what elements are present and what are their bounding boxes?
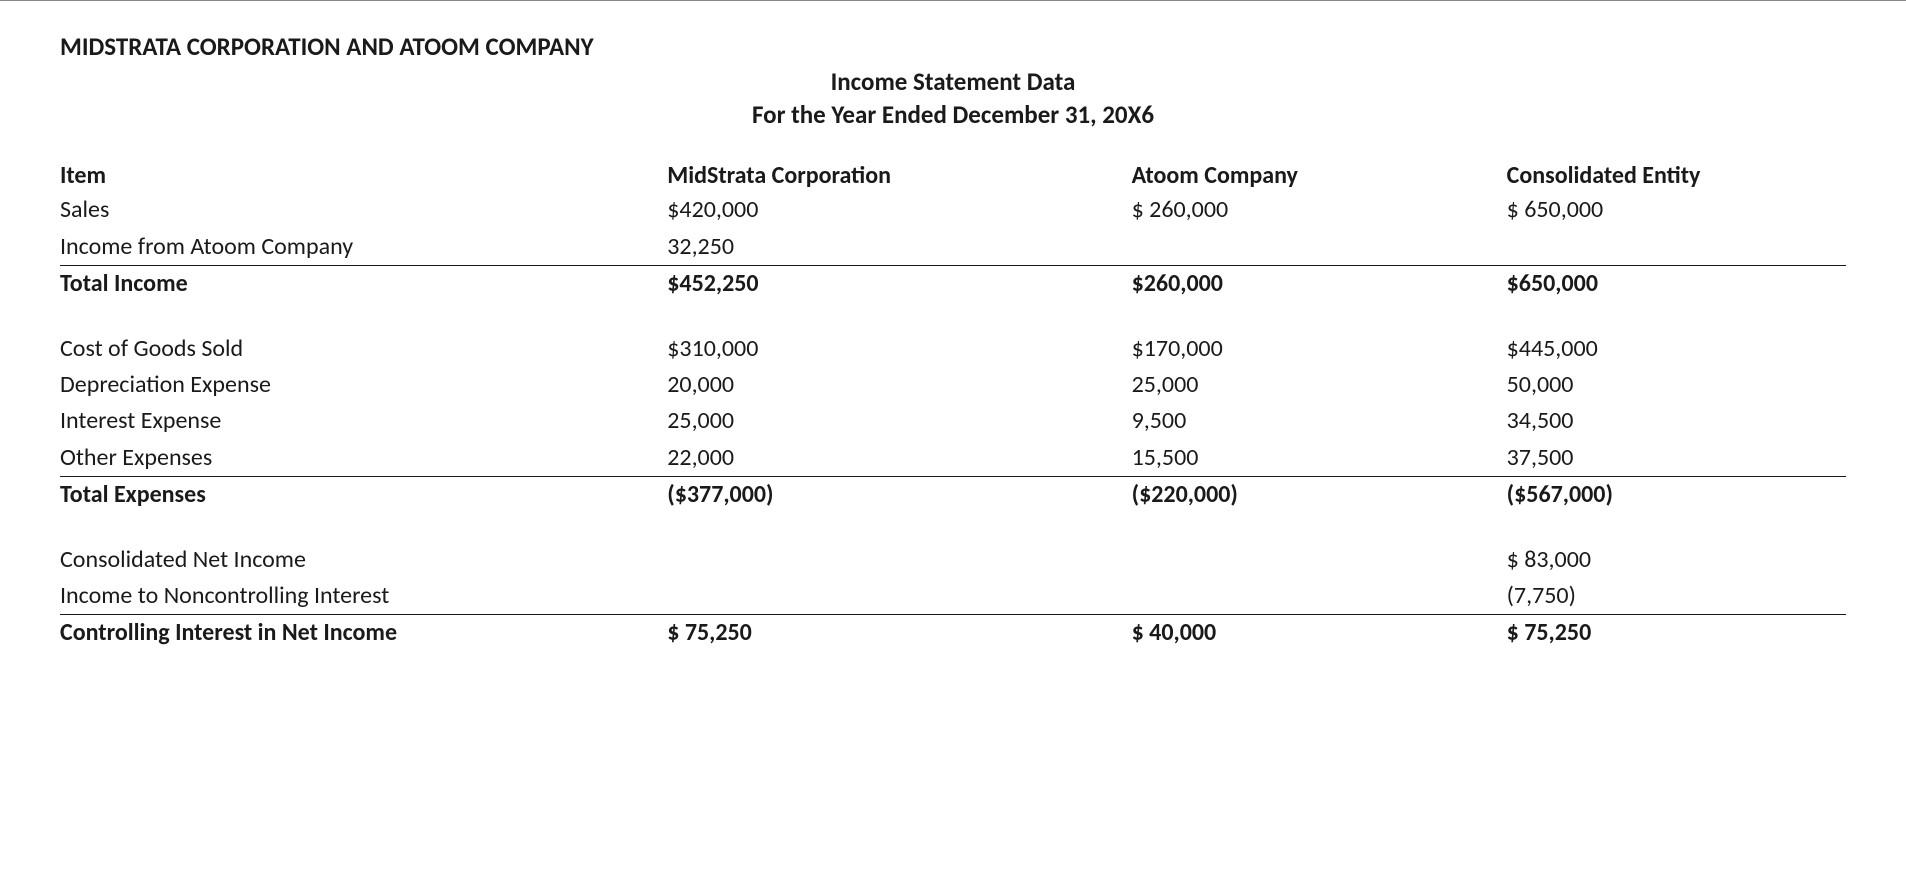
- col-header-midstrata: MidStrata Corporation: [667, 158, 1131, 192]
- row-label: Income from Atoom Company: [60, 229, 667, 266]
- cell-value: $420,000: [667, 192, 1131, 228]
- table-row-total: Total Income $452,250 $260,000 $650,000: [60, 266, 1846, 303]
- cell-value: 20,000: [667, 367, 1131, 403]
- table-row: Income from Atoom Company 32,250: [60, 229, 1846, 266]
- cell-value: 32,250: [667, 229, 1131, 266]
- col-header-item: Item: [60, 158, 667, 192]
- cell-value: 25,000: [1132, 367, 1507, 403]
- cell-value: ($220,000): [1132, 477, 1507, 514]
- row-label: Consolidated Net Income: [60, 542, 667, 578]
- row-label: Interest Expense: [60, 403, 667, 439]
- row-label: Depreciation Expense: [60, 367, 667, 403]
- cell-value: 25,000: [667, 403, 1131, 439]
- cell-value: $ 40,000: [1132, 615, 1507, 652]
- cell-value: 37,500: [1507, 440, 1846, 477]
- table-row: Interest Expense 25,000 9,500 34,500: [60, 403, 1846, 439]
- column-header-row: Item MidStrata Corporation Atoom Company…: [60, 158, 1846, 192]
- cell-value: 15,500: [1132, 440, 1507, 477]
- table-row-total: Total Expenses ($377,000) ($220,000) ($5…: [60, 477, 1846, 514]
- cell-value: $260,000: [1132, 266, 1507, 303]
- row-label: Controlling Interest in Net Income: [60, 615, 667, 652]
- cell-value: (7,750): [1507, 578, 1846, 615]
- spacer-row: [60, 303, 1846, 331]
- report-title: MIDSTRATA CORPORATION AND ATOOM COMPANY: [60, 31, 1846, 62]
- cell-value: [1132, 229, 1507, 266]
- cell-value: $ 260,000: [1132, 192, 1507, 228]
- cell-value: 34,500: [1507, 403, 1846, 439]
- row-label: Cost of Goods Sold: [60, 331, 667, 367]
- cell-value: $170,000: [1132, 331, 1507, 367]
- cell-value: $ 83,000: [1507, 542, 1846, 578]
- cell-value: ($377,000): [667, 477, 1131, 514]
- cell-value: [1132, 578, 1507, 615]
- col-header-atoom: Atoom Company: [1132, 158, 1507, 192]
- table-row: Income to Noncontrolling Interest (7,750…: [60, 578, 1846, 615]
- cell-value: 22,000: [667, 440, 1131, 477]
- cell-value: 9,500: [1132, 403, 1507, 439]
- report-subtitle: Income Statement Data: [60, 66, 1846, 97]
- cell-value: [1132, 542, 1507, 578]
- cell-value: $ 75,250: [667, 615, 1131, 652]
- cell-value: [1507, 229, 1846, 266]
- cell-value: [667, 542, 1131, 578]
- row-label: Income to Noncontrolling Interest: [60, 578, 667, 615]
- cell-value: $ 650,000: [1507, 192, 1846, 228]
- cell-value: 50,000: [1507, 367, 1846, 403]
- row-label: Total Expenses: [60, 477, 667, 514]
- cell-value: [667, 578, 1131, 615]
- cell-value: $445,000: [1507, 331, 1846, 367]
- table-row: Consolidated Net Income $ 83,000: [60, 542, 1846, 578]
- report-period: For the Year Ended December 31, 20X6: [60, 99, 1846, 130]
- income-statement-table: Item MidStrata Corporation Atoom Company…: [60, 158, 1846, 652]
- spacer-row: [60, 514, 1846, 542]
- cell-value: $ 75,250: [1507, 615, 1846, 652]
- table-row: Depreciation Expense 20,000 25,000 50,00…: [60, 367, 1846, 403]
- cell-value: $452,250: [667, 266, 1131, 303]
- table-row-total: Controlling Interest in Net Income $ 75,…: [60, 615, 1846, 652]
- cell-value: $310,000: [667, 331, 1131, 367]
- cell-value: $650,000: [1507, 266, 1846, 303]
- table-row: Cost of Goods Sold $310,000 $170,000 $44…: [60, 331, 1846, 367]
- table-row: Other Expenses 22,000 15,500 37,500: [60, 440, 1846, 477]
- table-row: Sales $420,000 $ 260,000 $ 650,000: [60, 192, 1846, 228]
- row-label: Sales: [60, 192, 667, 228]
- row-label: Other Expenses: [60, 440, 667, 477]
- col-header-consolidated: Consolidated Entity: [1507, 158, 1846, 192]
- row-label: Total Income: [60, 266, 667, 303]
- cell-value: ($567,000): [1507, 477, 1846, 514]
